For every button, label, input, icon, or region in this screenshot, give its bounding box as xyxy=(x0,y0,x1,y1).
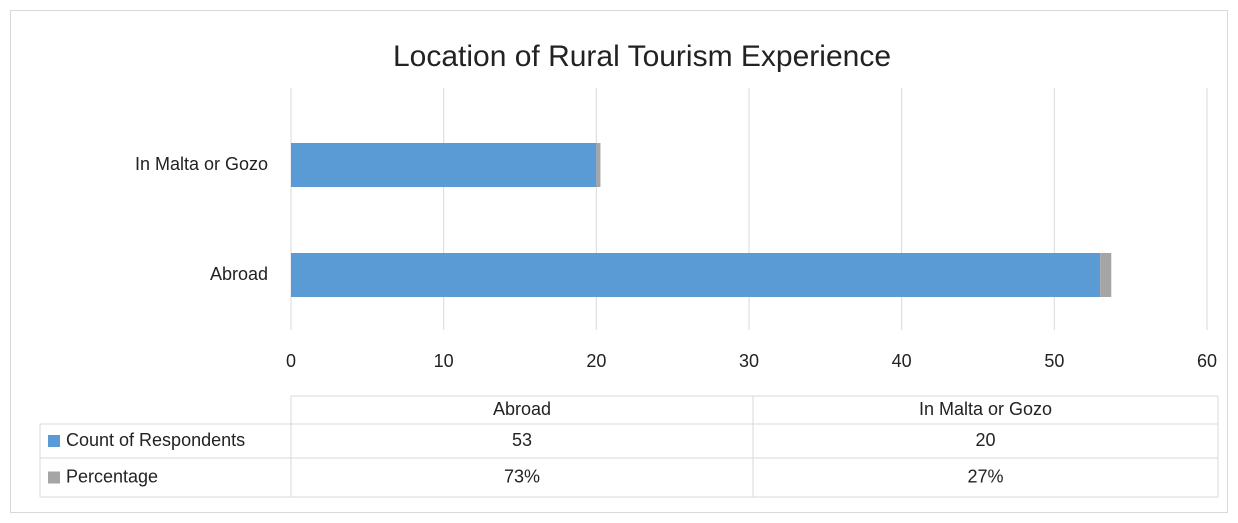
x-tick-label: 60 xyxy=(1197,351,1217,371)
bar xyxy=(596,143,601,187)
y-tick-label: Abroad xyxy=(210,264,268,284)
table-header: Abroad xyxy=(493,399,551,419)
x-tick-label: 10 xyxy=(434,351,454,371)
x-tick-label: 0 xyxy=(286,351,296,371)
bar xyxy=(291,253,1101,297)
y-tick-label: In Malta or Gozo xyxy=(135,154,268,174)
table-header: In Malta or Gozo xyxy=(919,399,1052,419)
chart-title: Location of Rural Tourism Experience xyxy=(393,40,891,73)
x-tick-label: 20 xyxy=(586,351,606,371)
table-cell: 27% xyxy=(967,466,1003,486)
x-tick-label: 50 xyxy=(1044,351,1064,371)
x-tick-label: 40 xyxy=(892,351,912,371)
x-tick-label: 30 xyxy=(739,351,759,371)
legend-key xyxy=(48,435,60,447)
legend-label: Percentage xyxy=(66,466,158,486)
bar xyxy=(1100,253,1112,297)
table-cell: 73% xyxy=(504,466,540,486)
bar xyxy=(291,143,597,187)
legend-key xyxy=(48,471,60,484)
table-cell: 20 xyxy=(975,430,995,450)
legend-label: Count of Respondents xyxy=(66,430,245,450)
table-cell: 53 xyxy=(512,430,532,450)
